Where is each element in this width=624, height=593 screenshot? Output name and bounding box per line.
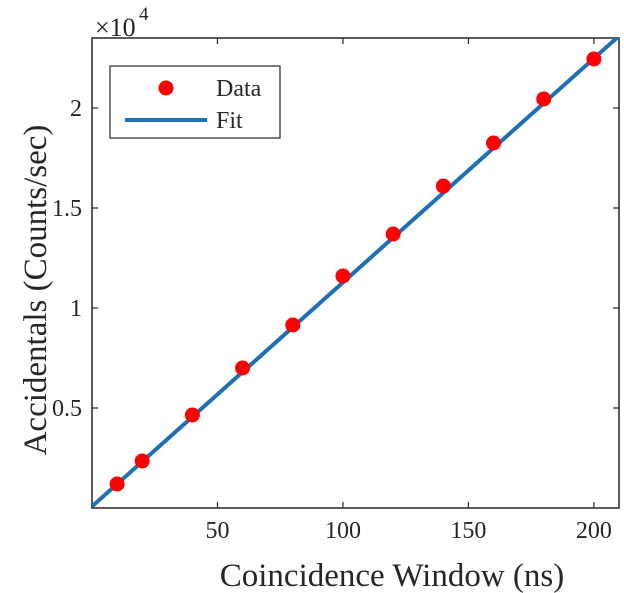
legend-box <box>109 65 281 139</box>
data-point <box>134 453 150 469</box>
y-axis-exponent: 4 <box>139 4 149 25</box>
y-axis-label: Accidentals (Counts/sec) <box>18 125 54 456</box>
x-tick-label: 50 <box>205 518 229 544</box>
data-point <box>486 135 502 151</box>
y-tick-label: 1 <box>70 296 82 322</box>
fit-line <box>92 38 619 508</box>
x-tick-label: 200 <box>576 518 612 544</box>
data-point <box>235 360 251 376</box>
plot-marks <box>92 38 619 508</box>
legend-data-marker <box>158 80 174 96</box>
y-tick-label: 0.5 <box>52 396 82 422</box>
y-tick-label: 2 <box>70 96 82 122</box>
legend-label-data: Data <box>216 76 262 102</box>
data-point <box>335 268 351 284</box>
data-point <box>536 91 552 107</box>
data-point <box>435 178 451 194</box>
data-point <box>109 476 125 492</box>
y-tick-label: 1.5 <box>52 196 82 222</box>
x-tick-label: 100 <box>325 518 361 544</box>
x-tick-label: 150 <box>450 518 486 544</box>
data-point <box>385 226 401 242</box>
data-point <box>586 51 602 67</box>
data-point <box>285 317 301 333</box>
legend: Data Fit <box>109 65 281 139</box>
axis-ticks: 50 100 150 200 0.5 1 1.5 2 <box>52 38 619 544</box>
data-point <box>184 407 200 423</box>
x-axis-label: Coincidence Window (ns) <box>220 558 565 593</box>
legend-label-fit: Fit <box>216 108 243 134</box>
y-axis-multiplier: ×10 <box>95 13 136 42</box>
